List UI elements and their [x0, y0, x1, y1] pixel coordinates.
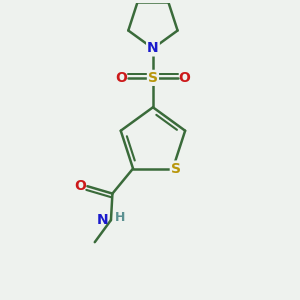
Text: O: O [178, 71, 190, 85]
Text: H: H [115, 211, 126, 224]
Text: N: N [97, 213, 109, 227]
Text: O: O [74, 179, 86, 193]
Text: S: S [171, 162, 181, 176]
Text: S: S [148, 71, 158, 85]
Text: N: N [147, 41, 159, 56]
Text: O: O [116, 71, 128, 85]
